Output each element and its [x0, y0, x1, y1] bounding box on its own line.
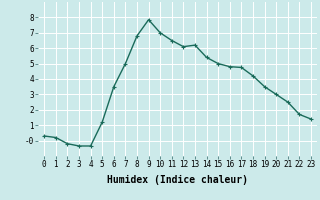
- X-axis label: Humidex (Indice chaleur): Humidex (Indice chaleur): [107, 175, 248, 185]
